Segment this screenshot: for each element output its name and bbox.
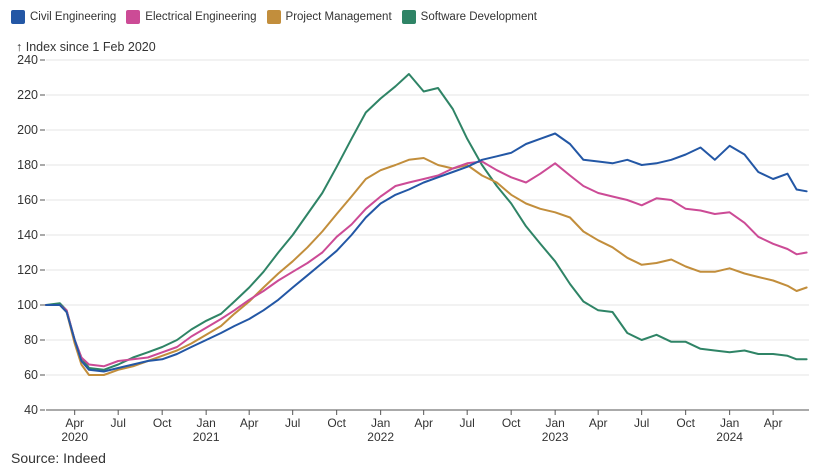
x-tick-label: Oct (676, 416, 695, 430)
y-axis-title: ↑ Index since 1 Feb 2020 (16, 40, 156, 54)
y-tick-label: 120 (17, 263, 38, 277)
y-tick-label: 200 (17, 123, 38, 137)
source-note: Source: Indeed (11, 450, 106, 466)
legend-item-civil-engineering[interactable]: Civil Engineering (11, 10, 116, 24)
x-tick-label: Oct (502, 416, 521, 430)
chart-legend: Civil Engineering Electrical Engineering… (11, 10, 547, 24)
x-tick-label: Jul (460, 416, 475, 430)
x-tick-label: Apr (240, 416, 259, 430)
y-tick-label: 160 (17, 193, 38, 207)
legend-label: Project Management (285, 11, 392, 23)
legend-item-software-development[interactable]: Software Development (401, 10, 537, 24)
x-tick-label: Jul (111, 416, 126, 430)
y-tick-label: 180 (17, 158, 38, 172)
x-tick-label: Jan (720, 416, 739, 430)
x-tick-year-label: 2023 (542, 430, 569, 444)
x-tick-year-label: 2020 (61, 430, 88, 444)
y-tick-label: 240 (17, 53, 38, 67)
series-line-civil-engineering (45, 132, 808, 373)
x-tick-label: Apr (764, 416, 783, 430)
x-tick-label: Oct (327, 416, 346, 430)
series-line-electrical-engineering (45, 160, 808, 368)
x-tick-label: Apr (589, 416, 608, 430)
x-tick-year-label: 2024 (716, 430, 743, 444)
legend-item-project-management[interactable]: Project Management (266, 10, 392, 24)
legend-label: Civil Engineering (30, 11, 117, 23)
x-tick-year-label: 2022 (367, 430, 394, 444)
x-tick-label: Jan (196, 416, 215, 430)
x-tick-label: Apr (65, 416, 84, 430)
series-line-software-development (45, 73, 808, 371)
y-tick-label: 60 (24, 368, 38, 382)
legend-item-electrical-engineering[interactable]: Electrical Engineering (126, 10, 257, 24)
y-tick-label: 220 (17, 88, 38, 102)
x-tick-label: Apr (414, 416, 433, 430)
legend-swatch-civil-engineering (11, 10, 25, 24)
y-tick-label: 100 (17, 298, 38, 312)
y-tick-label: 140 (17, 228, 38, 242)
series-line-project-management (45, 157, 808, 376)
x-tick-label: Jul (285, 416, 300, 430)
y-tick-label: 80 (24, 333, 38, 347)
legend-swatch-electrical-engineering (126, 10, 141, 24)
legend-label: Software Development (420, 11, 537, 23)
x-tick-label: Jan (545, 416, 564, 430)
legend-swatch-software-development (401, 10, 416, 24)
y-tick-label: 40 (24, 403, 38, 417)
legend-label: Electrical Engineering (145, 11, 257, 23)
x-tick-label: Oct (153, 416, 172, 430)
x-tick-label: Jul (634, 416, 649, 430)
x-tick-year-label: 2021 (193, 430, 220, 444)
x-tick-label: Jan (371, 416, 390, 430)
legend-swatch-project-management (266, 10, 281, 24)
